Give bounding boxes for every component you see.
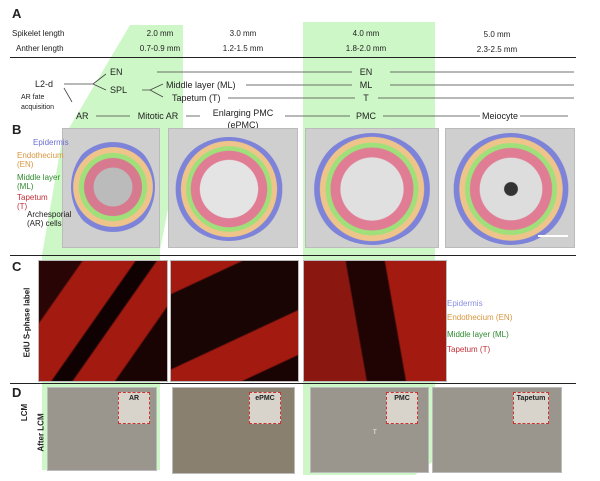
scale-bar — [538, 235, 568, 237]
lineage-lines — [63, 71, 574, 117]
spikelet-length: 4.0 mm — [352, 29, 380, 38]
after-lcm-label: After LCM — [36, 413, 46, 452]
spikelet-length: 2.0 mm — [146, 29, 174, 38]
row-label-spikelet: Spikelet length — [12, 29, 65, 38]
t-right: T — [363, 93, 369, 103]
pmc: PMC — [356, 111, 376, 121]
anther-section-stage3 — [305, 128, 439, 248]
epmc: (ePMC) — [227, 120, 259, 130]
label-en: (EN) — [17, 160, 34, 169]
mitotic-ar: Mitotic AR — [137, 111, 179, 121]
label-ml: (ML) — [17, 182, 34, 191]
anther-length: 0.7-0.9 mm — [139, 44, 181, 53]
label-tapetum: Tapetum — [17, 193, 48, 202]
ar-fate: AR fate — [21, 94, 45, 101]
legend-middle-layer: Middle layer (ML) — [447, 330, 509, 339]
meiocyte: Meiocyte — [481, 111, 519, 121]
divider — [10, 383, 576, 384]
c-ylabel: EdU S-phase label — [22, 287, 32, 358]
anther-section-stage2 — [168, 128, 298, 248]
spikelet-length: 3.0 mm — [229, 29, 257, 38]
legend-tapetum: Tapetum (T) — [447, 345, 491, 354]
l2d: L2-d — [35, 79, 54, 89]
label-middle-layer: Middle layer — [17, 173, 61, 182]
t-label: T — [373, 430, 377, 436]
panel-label-c: C — [12, 259, 22, 274]
inset-label-pmc: PMC — [394, 395, 410, 402]
inset-label-tapetum: Tapetum — [516, 395, 546, 402]
divider — [10, 255, 576, 256]
en-right: EN — [359, 67, 373, 77]
label-epidermis: Epidermis — [33, 138, 69, 147]
lcm-image-ar: AR — [47, 387, 157, 471]
anther-section-stage1 — [62, 128, 160, 248]
lcm-image-tapetum: Tapetum — [432, 387, 562, 473]
lcm-image-epmc: ePMC — [172, 387, 295, 474]
label-t: (T) — [17, 202, 28, 211]
legend-endothecium: Endothecium (EN) — [447, 313, 513, 322]
enlarging-pmc: Enlarging PMC — [212, 108, 274, 118]
row-label-anther: Anther length — [16, 44, 64, 53]
lcm-label: LCM — [20, 403, 30, 422]
en: EN — [110, 67, 123, 77]
inset-label-ar: AR — [128, 395, 140, 402]
legend-epidermis: Epidermis — [447, 299, 483, 308]
middle-layer: Middle layer (ML) — [166, 80, 236, 90]
acquisition: acquisition — [21, 104, 55, 111]
ml-right: ML — [359, 80, 373, 90]
spl: SPL — [110, 85, 128, 95]
edu-image-stage1 — [38, 260, 168, 382]
inset-label-epmc: ePMC — [255, 395, 275, 402]
tapetum: Tapetum (T) — [172, 93, 221, 103]
anther-length: 1.8-2.0 mm — [345, 44, 387, 53]
edu-image-stage2 — [170, 260, 299, 382]
lcm-image-pmc: PMC T — [310, 387, 429, 473]
ar: AR — [76, 111, 89, 121]
panel-label-d: D — [12, 385, 22, 400]
anther-length: 1.2-1.5 mm — [222, 44, 264, 53]
panel-label-b: B — [12, 122, 22, 137]
anther-length: 2.3-2.5 mm — [476, 45, 518, 54]
edu-image-stage3 — [303, 260, 447, 382]
label-archesporial: Archesporial — [27, 210, 72, 219]
spikelet-length: 5.0 mm — [483, 30, 511, 39]
label-ar-cells: (AR) cells — [27, 219, 62, 228]
label-endothecium: Endothecium — [17, 151, 64, 160]
divider — [10, 57, 576, 58]
anther-section-stage4 — [445, 128, 575, 248]
panel-label-a: A — [12, 6, 22, 21]
